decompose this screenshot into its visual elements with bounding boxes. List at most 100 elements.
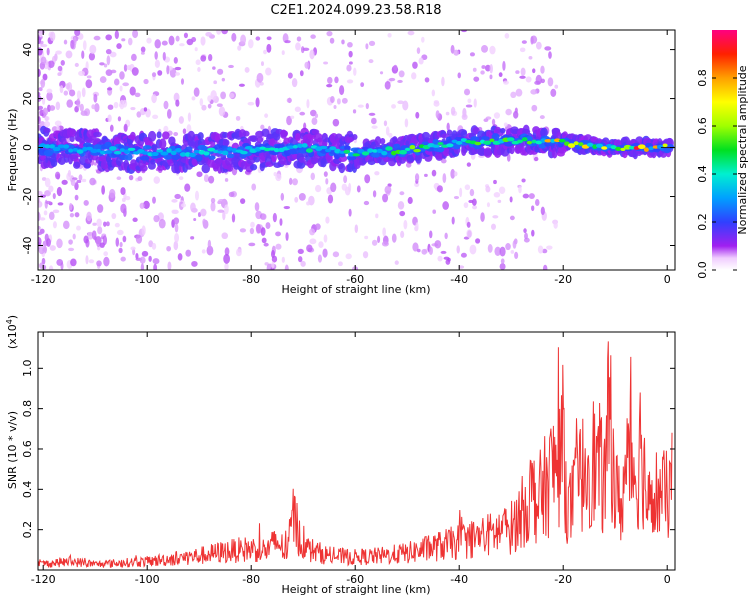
- spectrogram-speckle: [286, 115, 292, 126]
- spectrogram-xtick-label: -40: [450, 273, 468, 286]
- spectrogram-speckle: [329, 37, 335, 44]
- spectrogram-speckle: [435, 110, 440, 119]
- spectrogram-band-cell: [249, 135, 259, 143]
- spectrogram-speckle: [483, 118, 489, 123]
- spectrogram-speckle: [187, 112, 192, 122]
- spectrogram-ytick-label: -40: [21, 237, 34, 255]
- spectrogram-band-cell: [197, 132, 204, 140]
- spectrogram-peak: [151, 151, 159, 157]
- spectrogram-speckle: [43, 210, 48, 216]
- spectrogram-speckle: [114, 30, 119, 40]
- spectrogram-speckle: [223, 253, 231, 264]
- spectrogram-speckle: [113, 101, 119, 109]
- spectrogram-peak: [578, 142, 584, 147]
- spectrogram-speckle: [85, 255, 89, 265]
- spectrogram-speckle: [354, 224, 359, 233]
- spectrogram-speckle: [41, 257, 46, 265]
- spectrogram-band-cell: [271, 153, 277, 162]
- spectrogram-speckle: [371, 239, 378, 246]
- spectrogram-speckle: [248, 242, 256, 247]
- spectrogram-speckle: [323, 171, 328, 177]
- spectrogram-speckle: [173, 240, 179, 251]
- spectrogram-speckle: [99, 62, 105, 66]
- spectrogram-speckle: [238, 83, 245, 87]
- spectrogram-speckle: [489, 64, 493, 74]
- spectrogram-speckle: [466, 221, 471, 228]
- spectrogram-speckle: [475, 238, 481, 244]
- spectrogram-speckle: [518, 185, 522, 194]
- spectrogram-speckle: [332, 118, 340, 127]
- spectrogram-speckle: [393, 64, 398, 71]
- spectrogram-speckle: [54, 171, 61, 180]
- spectrogram-speckle: [492, 215, 499, 219]
- spectrogram-band-core: [125, 153, 133, 161]
- spectrogram-speckle: [153, 214, 160, 223]
- spectrogram-speckle: [288, 177, 293, 185]
- spectrogram-xtick-label: 0: [664, 273, 671, 286]
- spectrogram-speckle: [83, 199, 89, 206]
- spectrogram-peak: [643, 147, 649, 152]
- spectrogram-speckle: [264, 113, 269, 118]
- spectrogram-speckle: [76, 179, 82, 184]
- spectrogram-speckle: [499, 263, 506, 270]
- spectrogram-speckle: [487, 244, 493, 253]
- spectrogram-peak: [610, 145, 617, 150]
- spectrogram-speckle: [224, 263, 229, 270]
- spectrogram-peak: [227, 146, 233, 151]
- spectrogram-speckle: [49, 105, 56, 111]
- spectrogram-speckle: [547, 77, 554, 87]
- spectrogram-band-core: [104, 141, 112, 148]
- spectrogram-speckle: [530, 89, 538, 95]
- spectrogram-speckle: [441, 76, 445, 87]
- spectrogram-band-core: [480, 136, 490, 141]
- spectrogram-speckle: [210, 90, 217, 100]
- spectrogram-speckle: [152, 114, 159, 120]
- spectrogram-speckle: [464, 184, 471, 191]
- spectrogram-speckle: [93, 93, 98, 103]
- spectrogram-speckle: [382, 193, 389, 203]
- spectrogram-speckle: [207, 95, 212, 102]
- spectrogram-speckle: [247, 101, 255, 106]
- spectrogram-speckle: [105, 49, 112, 55]
- spectrogram-speckle: [38, 47, 43, 56]
- spectrogram-speckle: [294, 196, 299, 203]
- spectrogram-speckle: [121, 38, 126, 42]
- spectrogram-speckle: [485, 185, 491, 193]
- spectrogram-speckle: [38, 36, 41, 45]
- spectrogram-speckle: [322, 248, 328, 258]
- spectrogram-speckle: [383, 120, 388, 127]
- spectrogram-band-cell: [499, 127, 506, 134]
- spectrogram-peak: [567, 143, 576, 148]
- snr-multiplier: (x104): [5, 315, 19, 349]
- spectrogram-speckle: [528, 193, 535, 199]
- spectrogram-speckle: [286, 97, 292, 103]
- spectrogram-band-core: [432, 139, 440, 145]
- spectrogram-speckle: [385, 126, 390, 136]
- spectrogram-speckle: [202, 218, 207, 226]
- spectrogram-peak: [451, 139, 458, 144]
- spectrogram-speckle: [221, 232, 229, 240]
- spectrogram-speckle: [446, 122, 450, 131]
- spectrogram-speckle: [515, 88, 523, 97]
- spectrogram-speckle: [67, 169, 72, 177]
- spectrogram-speckle: [116, 43, 122, 49]
- snr-xtick-label: 0: [664, 573, 671, 586]
- spectrogram-band-core: [142, 145, 152, 150]
- spectrogram-speckle: [167, 261, 172, 270]
- spectrogram-speckle: [207, 239, 212, 250]
- spectrogram-peak: [376, 148, 383, 154]
- spectrogram-speckle: [222, 210, 226, 221]
- spectrogram-speckle: [469, 52, 475, 57]
- spectrogram-speckle: [539, 115, 545, 120]
- spectrogram-speckle: [141, 225, 146, 236]
- spectrogram-xtick-label: -120: [31, 273, 56, 286]
- spectrogram-speckle: [407, 196, 413, 205]
- snr-ytick-label: 1.0: [21, 360, 34, 378]
- spectrogram-speckle: [200, 208, 207, 217]
- spectrogram-speckle: [38, 107, 42, 111]
- spectrogram-speckle: [44, 199, 48, 209]
- spectrogram-speckle: [461, 113, 468, 120]
- spectrogram-speckle: [174, 233, 180, 243]
- spectrogram-speckle: [119, 71, 125, 80]
- spectrogram-speckle: [317, 254, 323, 263]
